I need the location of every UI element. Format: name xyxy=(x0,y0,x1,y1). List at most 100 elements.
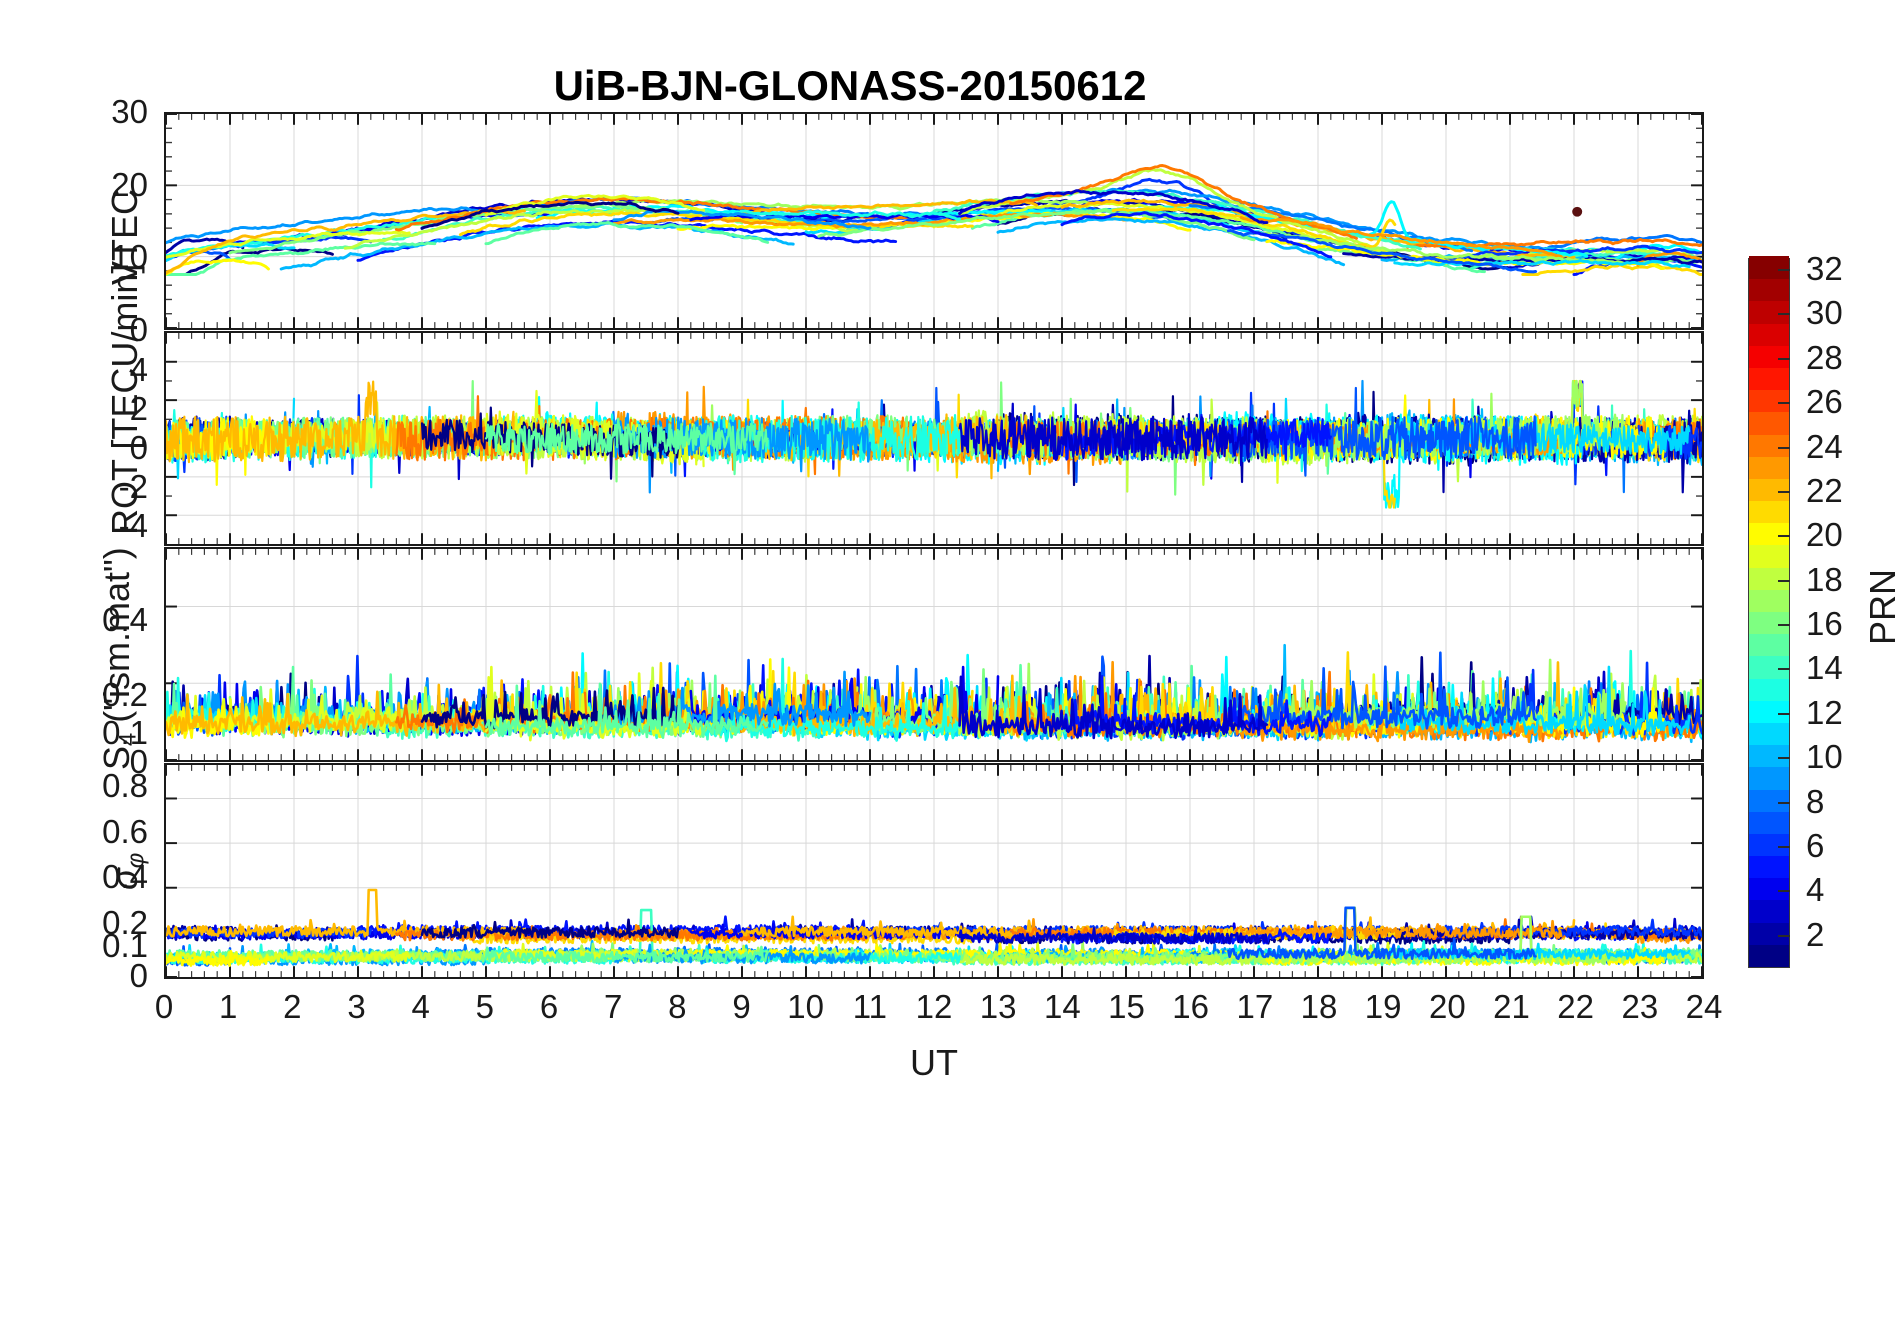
colorbar-segment xyxy=(1749,544,1789,568)
colorbar-tickmark xyxy=(1778,269,1790,272)
colorbar-tick-28: 28 xyxy=(1806,338,1843,376)
x-tick-7: 7 xyxy=(603,988,623,1025)
colorbar-prn xyxy=(1748,256,1790,968)
x-tick-24: 24 xyxy=(1685,988,1723,1025)
vtec-ytick-10: 10 xyxy=(111,238,148,275)
sigma-ytick-06: 0.6 xyxy=(102,813,148,850)
x-tick-11: 11 xyxy=(852,988,887,1025)
colorbar-tickmark xyxy=(1778,668,1790,671)
colorbar-tickmark xyxy=(1778,446,1790,449)
colorbar-tickmark xyxy=(1778,357,1790,360)
colorbar-segment xyxy=(1749,567,1789,590)
colorbar-segment xyxy=(1749,478,1789,502)
colorbar-segment xyxy=(1749,855,1789,879)
colorbar-tick-32: 32 xyxy=(1806,250,1843,288)
colorbar-segment xyxy=(1749,611,1789,635)
vtec-plot-canvas xyxy=(166,114,1702,328)
colorbar-segment xyxy=(1749,722,1789,746)
colorbar-tick-24: 24 xyxy=(1806,427,1843,465)
x-tick-14: 14 xyxy=(1043,988,1081,1025)
colorbar-segment xyxy=(1749,500,1789,524)
colorbar-tick-2: 2 xyxy=(1806,915,1825,953)
panel-s4 xyxy=(164,547,1704,762)
colorbar-tick-12: 12 xyxy=(1806,693,1843,731)
x-tick-0: 0 xyxy=(154,988,174,1025)
colorbar-tick-22: 22 xyxy=(1806,471,1843,509)
colorbar-segment xyxy=(1749,389,1789,413)
colorbar-segment xyxy=(1749,677,1789,701)
x-tick-4: 4 xyxy=(411,988,430,1025)
x-tick-23: 23 xyxy=(1621,988,1659,1025)
x-tick-10: 10 xyxy=(787,988,825,1025)
colorbar-segment xyxy=(1749,944,1789,967)
s4-plot-canvas xyxy=(166,549,1702,760)
colorbar-tickmark xyxy=(1778,579,1790,582)
colorbar-segment xyxy=(1749,456,1789,479)
panel-vtec xyxy=(164,112,1704,330)
colorbar-segment xyxy=(1749,766,1789,790)
colorbar-segment xyxy=(1749,922,1789,945)
x-tick-5: 5 xyxy=(475,988,495,1025)
colorbar-tick-8: 8 xyxy=(1806,782,1825,820)
colorbar-segment xyxy=(1749,345,1789,368)
colorbar-segment xyxy=(1749,256,1789,280)
s4-ytick-04: 0.4 xyxy=(102,601,148,638)
colorbar-tickmark xyxy=(1778,845,1790,848)
x-tick-15: 15 xyxy=(1108,988,1145,1025)
x-tick-2: 2 xyxy=(283,988,302,1025)
x-tick-13: 13 xyxy=(979,988,1017,1025)
colorbar-segment xyxy=(1749,877,1789,901)
sigma-ytick-08: 0.8 xyxy=(102,767,148,804)
colorbar-segment xyxy=(1749,367,1789,391)
sigma-ytick-02: 0.2 xyxy=(102,904,148,941)
colorbar-label: PRN xyxy=(1862,568,1902,645)
colorbar-segment xyxy=(1749,589,1789,612)
vtec-ytick-30: 30 xyxy=(111,93,148,130)
x-tick-20: 20 xyxy=(1428,988,1466,1025)
colorbar-segment xyxy=(1749,700,1789,723)
s4-ytick-0: 0 xyxy=(129,743,148,780)
x-tick-12: 12 xyxy=(915,988,953,1025)
colorbar-tick-30: 30 xyxy=(1806,294,1843,332)
colorbar-tickmark xyxy=(1778,490,1790,493)
x-tick-17: 17 xyxy=(1236,988,1274,1025)
vtec-ytick-20: 20 xyxy=(111,166,148,203)
colorbar-segment xyxy=(1749,833,1789,857)
colorbar-segment xyxy=(1749,433,1789,457)
colorbar-segment xyxy=(1749,744,1789,768)
x-tick-18: 18 xyxy=(1300,988,1338,1025)
sigma-ytick-04: 0.4 xyxy=(102,858,148,895)
rot-ytick-4: 4 xyxy=(129,351,148,388)
colorbar-segment xyxy=(1749,633,1789,657)
rot-plot-canvas xyxy=(166,333,1702,544)
s4-ytick-02: 0.2 xyxy=(102,676,148,713)
colorbar-tickmark xyxy=(1778,313,1790,316)
colorbar-tick-14: 14 xyxy=(1806,649,1843,687)
colorbar-segment xyxy=(1749,811,1789,834)
colorbar-tickmark xyxy=(1778,890,1790,893)
colorbar-segment xyxy=(1749,411,1789,435)
colorbar-segment xyxy=(1749,788,1789,812)
colorbar-segment xyxy=(1749,655,1789,679)
x-tick-9: 9 xyxy=(732,988,751,1025)
x-tick-22: 22 xyxy=(1557,988,1595,1025)
sigma-ytick-01: 0.1 xyxy=(102,927,148,964)
colorbar-tick-26: 26 xyxy=(1806,383,1843,421)
colorbar-tickmark xyxy=(1778,535,1790,538)
colorbar-segment xyxy=(1749,322,1789,346)
x-tick-8: 8 xyxy=(668,988,687,1025)
colorbar-segment xyxy=(1749,278,1789,302)
x-tick-19: 19 xyxy=(1364,988,1402,1025)
x-tick-16: 16 xyxy=(1172,988,1210,1025)
colorbar-tickmark xyxy=(1778,402,1790,405)
colorbar-segment xyxy=(1749,522,1789,546)
vtec-ytick-0: 0 xyxy=(129,311,148,348)
panel-rot xyxy=(164,331,1704,546)
colorbar-tickmark xyxy=(1778,801,1790,804)
rot-ytick-m4: -4 xyxy=(118,507,148,544)
colorbar-tick-6: 6 xyxy=(1806,826,1825,864)
colorbar-tickmark xyxy=(1778,757,1790,760)
sigma-phi-plot-canvas xyxy=(166,765,1702,977)
colorbar-tick-4: 4 xyxy=(1806,871,1825,909)
